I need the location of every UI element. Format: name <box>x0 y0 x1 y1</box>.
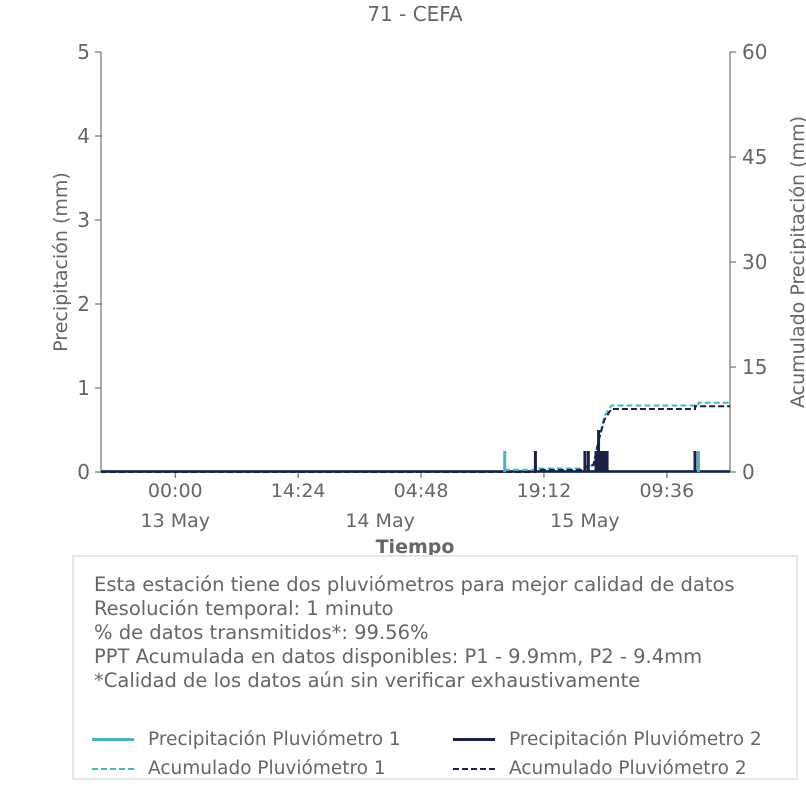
legend-item-p2-acum: Acumulado Pluviómetro 2 <box>453 758 747 779</box>
y-tick-label: 3 <box>77 208 90 232</box>
legend-swatch-p2-precip <box>453 738 495 741</box>
y-axis-label: Precipitación (mm) <box>50 172 72 352</box>
y2-axis-label: Acumulado Precipitación (mm) <box>787 116 806 408</box>
legend-item-p2-precip: Precipitación Pluviómetro 2 <box>453 729 762 750</box>
x-tick-label: 04:48 <box>394 480 449 502</box>
chart-marks <box>101 401 730 473</box>
x-tick-label: 19:12 <box>517 480 572 502</box>
x-date-label: 15 May <box>550 510 620 532</box>
y-tick-label: 2 <box>77 292 90 316</box>
info-text: Esta estación tiene dos pluviómetros par… <box>94 573 735 693</box>
chart-title: 71 - CEFA <box>367 2 463 26</box>
x-axis-label: Tiempo <box>376 536 455 558</box>
info-box: Esta estación tiene dos pluviómetros par… <box>72 555 798 780</box>
y2-tick-label: 15 <box>742 355 767 379</box>
y-tick-label: 5 <box>77 40 90 64</box>
y2-tick-label: 30 <box>742 250 767 274</box>
info-line-two-gauges: Esta estación tiene dos pluviómetros par… <box>94 573 735 596</box>
y2-tick-label: 60 <box>742 40 767 64</box>
series-line-acum-p2 <box>101 405 730 473</box>
legend-label-p1-precip: Precipitación Pluviómetro 1 <box>148 729 401 750</box>
x-date-label: 14 May <box>345 510 415 532</box>
y-tick-label: 1 <box>77 376 90 400</box>
y2-tick-label: 45 <box>742 145 767 169</box>
info-line-transmitted: % de datos transmitidos*: 99.56% <box>94 621 429 644</box>
legend-swatch-p1-acum <box>92 767 134 770</box>
info-line-accumulated: PPT Acumulada en datos disponibles: P1 -… <box>94 645 703 668</box>
x-date-label: 13 May <box>141 510 211 532</box>
info-line-quality-note: *Calidad de los datos aún sin verificar … <box>94 669 641 692</box>
legend-swatch-p2-acum <box>453 767 495 770</box>
legend-label-p2-acum: Acumulado Pluviómetro 2 <box>509 758 747 779</box>
y-tick-label: 0 <box>77 460 90 484</box>
x-tick-label: 00:00 <box>148 480 203 502</box>
x-tick-label: 14:24 <box>271 480 326 502</box>
legend-item-p1-precip: Precipitación Pluviómetro 1 <box>92 729 401 750</box>
info-line-resolution: Resolución temporal: 1 minuto <box>94 597 394 620</box>
y2-tick-label: 0 <box>742 460 755 484</box>
legend-label-p1-acum: Acumulado Pluviómetro 1 <box>148 758 386 779</box>
series-line-acum-p1 <box>101 401 730 473</box>
legend-item-p1-acum: Acumulado Pluviómetro 1 <box>92 758 386 779</box>
legend-label-p2-precip: Precipitación Pluviómetro 2 <box>509 729 762 750</box>
x-tick-label: 09:36 <box>639 480 694 502</box>
y-tick-label: 4 <box>77 124 90 148</box>
legend-swatch-p1-precip <box>92 738 134 741</box>
precipitation-chart: 71 - CEFA Precipitación (mm) Acumulado P… <box>50 2 806 558</box>
